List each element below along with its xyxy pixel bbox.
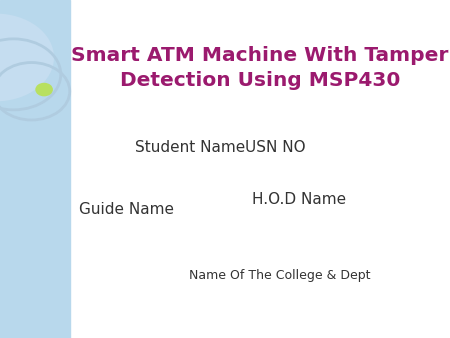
Text: Student Name: Student Name	[135, 140, 245, 154]
Circle shape	[0, 14, 54, 101]
Bar	[0, 0, 70, 338]
Text: Smart ATM Machine With Tamper
Detection Using MSP430: Smart ATM Machine With Tamper Detection …	[71, 46, 449, 90]
Text: H.O.D Name: H.O.D Name	[252, 192, 346, 207]
Text: Guide Name: Guide Name	[79, 202, 174, 217]
Text: Name Of The College & Dept: Name Of The College & Dept	[189, 269, 370, 282]
Text: USN NO: USN NO	[245, 140, 306, 154]
Circle shape	[36, 83, 52, 96]
